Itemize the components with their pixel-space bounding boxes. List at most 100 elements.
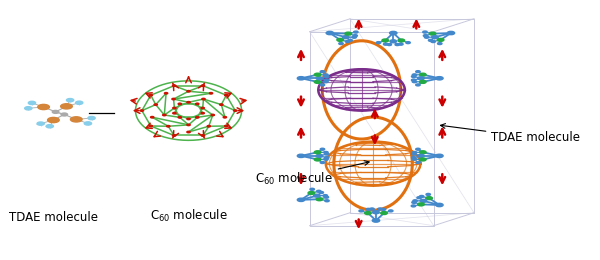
- Circle shape: [426, 197, 433, 200]
- Circle shape: [196, 103, 199, 105]
- Circle shape: [154, 104, 157, 105]
- Circle shape: [412, 153, 416, 155]
- Circle shape: [431, 36, 438, 39]
- Circle shape: [378, 208, 382, 210]
- Text: TDAE molecule: TDAE molecule: [8, 211, 98, 224]
- Circle shape: [387, 44, 392, 45]
- Circle shape: [417, 197, 421, 199]
- Circle shape: [436, 154, 443, 158]
- Circle shape: [202, 135, 205, 136]
- Circle shape: [412, 79, 416, 81]
- Circle shape: [164, 93, 168, 94]
- Circle shape: [372, 219, 380, 222]
- Circle shape: [431, 41, 436, 43]
- Circle shape: [25, 107, 32, 110]
- Text: TDAE molecule: TDAE molecule: [440, 124, 580, 144]
- Circle shape: [37, 122, 44, 125]
- Circle shape: [426, 193, 430, 196]
- Circle shape: [398, 39, 404, 42]
- Circle shape: [172, 85, 176, 87]
- Circle shape: [316, 154, 323, 157]
- Circle shape: [412, 81, 417, 83]
- Circle shape: [418, 154, 424, 157]
- Circle shape: [323, 158, 328, 160]
- Circle shape: [424, 35, 428, 37]
- Circle shape: [412, 152, 417, 153]
- Circle shape: [419, 73, 426, 76]
- Circle shape: [353, 35, 358, 37]
- Circle shape: [424, 36, 429, 38]
- Circle shape: [343, 36, 349, 39]
- Circle shape: [151, 116, 154, 118]
- Circle shape: [382, 208, 386, 210]
- Circle shape: [149, 94, 152, 96]
- Circle shape: [314, 151, 321, 154]
- Circle shape: [224, 125, 228, 127]
- Circle shape: [70, 117, 82, 122]
- Circle shape: [308, 192, 314, 194]
- Circle shape: [325, 200, 329, 202]
- Circle shape: [140, 110, 143, 111]
- Circle shape: [323, 152, 328, 153]
- Circle shape: [173, 107, 176, 109]
- Circle shape: [298, 77, 305, 80]
- Circle shape: [187, 118, 190, 120]
- Circle shape: [437, 38, 444, 41]
- Circle shape: [323, 194, 328, 197]
- Circle shape: [395, 44, 400, 45]
- Circle shape: [419, 158, 426, 161]
- Circle shape: [428, 39, 433, 41]
- Circle shape: [380, 212, 388, 214]
- Circle shape: [320, 71, 325, 73]
- Circle shape: [178, 116, 181, 118]
- Circle shape: [201, 107, 205, 109]
- Circle shape: [201, 112, 205, 114]
- Circle shape: [207, 126, 211, 127]
- Circle shape: [416, 71, 420, 73]
- Circle shape: [324, 196, 329, 198]
- Circle shape: [436, 77, 443, 80]
- Circle shape: [172, 98, 175, 100]
- Circle shape: [47, 118, 59, 123]
- Circle shape: [326, 31, 334, 35]
- Circle shape: [389, 31, 397, 35]
- Circle shape: [420, 199, 427, 202]
- Circle shape: [76, 101, 83, 105]
- Circle shape: [314, 158, 321, 161]
- Circle shape: [46, 125, 53, 128]
- Circle shape: [359, 210, 364, 212]
- Circle shape: [366, 208, 371, 210]
- Circle shape: [187, 124, 190, 126]
- Circle shape: [163, 114, 166, 116]
- Circle shape: [412, 74, 417, 76]
- Circle shape: [233, 110, 237, 111]
- Circle shape: [314, 73, 321, 76]
- Circle shape: [447, 31, 455, 35]
- Circle shape: [314, 80, 321, 83]
- Circle shape: [325, 75, 329, 77]
- Circle shape: [178, 103, 181, 105]
- Circle shape: [412, 75, 416, 77]
- Circle shape: [61, 113, 68, 116]
- Circle shape: [348, 39, 352, 41]
- Circle shape: [310, 188, 314, 190]
- Circle shape: [370, 208, 374, 210]
- Circle shape: [376, 42, 381, 44]
- Circle shape: [323, 81, 328, 83]
- Circle shape: [187, 90, 190, 92]
- Circle shape: [437, 43, 442, 44]
- Text: C$_{60}$ molecule: C$_{60}$ molecule: [149, 208, 227, 224]
- Circle shape: [416, 161, 420, 164]
- Circle shape: [416, 148, 420, 150]
- Circle shape: [320, 84, 325, 86]
- Circle shape: [320, 148, 325, 150]
- Circle shape: [390, 40, 397, 43]
- Circle shape: [383, 43, 388, 45]
- Circle shape: [28, 101, 35, 105]
- Circle shape: [429, 32, 436, 35]
- Circle shape: [167, 126, 170, 127]
- Circle shape: [365, 212, 371, 214]
- Circle shape: [202, 85, 205, 87]
- Circle shape: [418, 203, 424, 206]
- Circle shape: [339, 43, 343, 44]
